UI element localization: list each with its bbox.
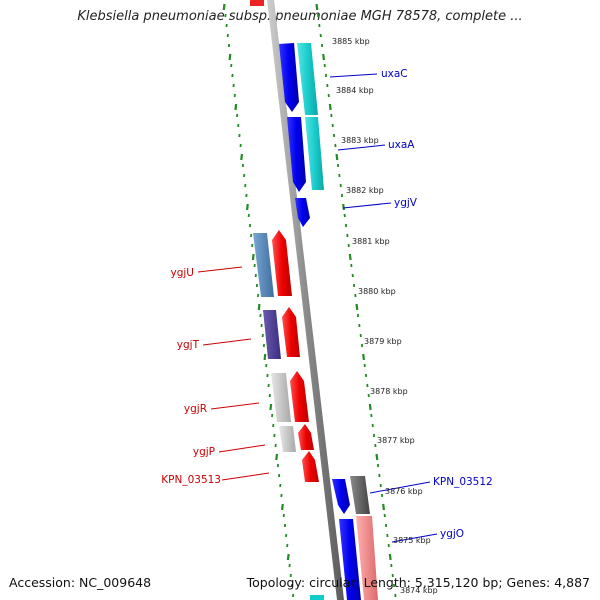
ygjT-protein-box[interactable]: [263, 310, 281, 359]
uxaA-protein-box[interactable]: [305, 117, 324, 190]
tick-mark: [275, 453, 279, 461]
KPN_03512-arrow[interactable]: [332, 479, 350, 514]
gene-label-ygjV[interactable]: ygjV: [394, 197, 418, 209]
tick-mark: [257, 303, 261, 311]
gene-label-ygjT[interactable]: ygjT: [177, 339, 200, 351]
uxaC-arrow[interactable]: [279, 43, 299, 112]
tick-mark: [228, 53, 232, 61]
KPN_03512-protein-box[interactable]: [350, 476, 370, 514]
genome-summary-text: Topology: circular; Length: 5,315,120 bp…: [246, 575, 590, 590]
ygjV-arrow[interactable]: [295, 198, 310, 227]
scale-label: 3882 kbp: [346, 186, 384, 195]
ygjO-arrow[interactable]: [339, 519, 361, 600]
ygjR-arrow[interactable]: [290, 371, 309, 422]
tick-marks: [222, 3, 397, 598]
accession-text: Accession: NC_009648: [9, 575, 152, 590]
scale-label: 3883 kbp: [341, 136, 379, 145]
gene-label-uxaA[interactable]: uxaA: [388, 139, 415, 151]
tick-mark: [315, 3, 319, 11]
gene-label-KPN_03513[interactable]: KPN_03513: [161, 474, 221, 486]
tick-mark: [234, 103, 238, 111]
tick-mark: [280, 503, 284, 511]
tick-mark: [368, 403, 372, 411]
gene-label-ygjP[interactable]: ygjP: [193, 446, 215, 458]
scale-label: 3875 kbp: [393, 536, 431, 545]
genome-backbone: [250, 0, 344, 600]
KPN_03513-arrow[interactable]: [302, 451, 319, 482]
ygjP-protein-box[interactable]: [279, 426, 296, 452]
gene-label-uxaC[interactable]: uxaC: [381, 68, 408, 80]
tick-mark: [362, 353, 366, 361]
tick-mark: [286, 553, 290, 561]
tick-mark: [328, 103, 332, 111]
ygjP-arrow[interactable]: [298, 424, 314, 450]
tick-mark: [348, 253, 352, 261]
tick-mark: [355, 303, 359, 311]
gene-label-leaders: [197, 73, 438, 543]
ygjU-arrow[interactable]: [272, 230, 292, 296]
scale-labels: 3885 kbp 3884 kbp 3883 kbp 3882 kbp 3881…: [332, 37, 438, 595]
tick-mark: [222, 3, 226, 11]
scale-label: 3885 kbp: [332, 37, 370, 46]
ygjR-protein-box[interactable]: [271, 373, 291, 422]
tick-mark: [263, 353, 267, 361]
tick-mark: [388, 553, 392, 561]
gene-features[interactable]: [253, 43, 378, 600]
map-title: Klebsiella pneumoniae subsp. pneumoniae …: [77, 9, 523, 24]
uxaA-arrow[interactable]: [287, 117, 306, 192]
scale-label: 3876 kbp: [385, 487, 423, 496]
partial-feature-top: [250, 0, 264, 6]
scale-label: 3879 kbp: [364, 337, 402, 346]
scale-label: 3884 kbp: [336, 86, 374, 95]
scale-label: 3880 kbp: [358, 287, 396, 296]
tick-mark: [342, 203, 346, 211]
partial-feature-bottom: [310, 595, 324, 600]
tick-mark: [322, 53, 326, 61]
tick-mark: [335, 153, 339, 161]
scale-label: 3877 kbp: [377, 436, 415, 445]
tick-mark: [269, 403, 273, 411]
gene-label-KPN_03512[interactable]: KPN_03512: [433, 476, 493, 488]
gene-label-ygjR[interactable]: ygjR: [184, 403, 207, 415]
gene-label-ygjU[interactable]: ygjU: [171, 267, 194, 279]
ygjU-protein-box[interactable]: [253, 233, 274, 297]
scale-label: 3881 kbp: [352, 237, 390, 246]
scale-label: 3878 kbp: [370, 387, 408, 396]
gene-labels[interactable]: uxaC uxaA ygjV ygjU ygjT ygjR ygjP KPN_0…: [161, 68, 492, 540]
ygjO-protein-box[interactable]: [356, 516, 378, 600]
tick-mark: [245, 203, 249, 211]
tick-mark: [251, 253, 255, 261]
tick-mark: [375, 453, 379, 461]
scale-label: 3874 kbp: [400, 586, 438, 595]
ygjT-arrow[interactable]: [282, 307, 300, 357]
uxaC-protein-box[interactable]: [297, 43, 318, 115]
tick-mark: [240, 153, 244, 161]
tick-mark: [382, 503, 386, 511]
gene-label-ygjO[interactable]: ygjO: [440, 528, 464, 540]
